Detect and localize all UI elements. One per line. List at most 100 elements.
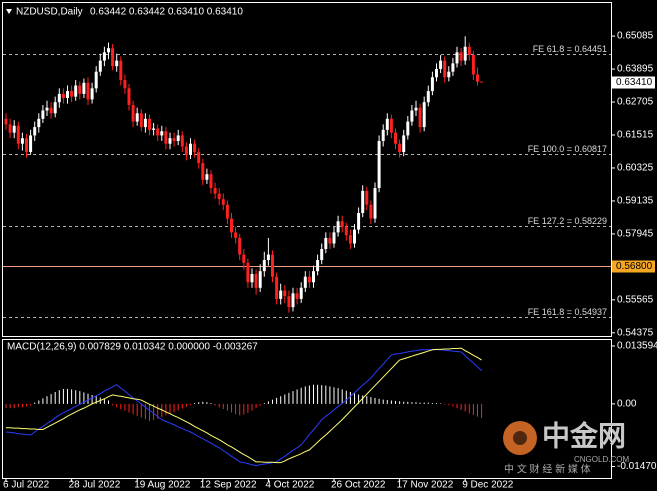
histogram-bar	[407, 401, 409, 404]
candle-body	[33, 127, 37, 136]
candle-body	[135, 113, 139, 122]
macd-line	[5, 349, 482, 467]
candle-body	[176, 135, 180, 141]
candle-body	[94, 71, 98, 89]
macd-title: MACD(12,26,9) 0.007829 0.010342 0.000000…	[7, 342, 258, 353]
candle-body	[369, 204, 373, 219]
candle-body	[201, 163, 205, 180]
candle-body	[111, 48, 115, 67]
price-tag	[612, 260, 655, 273]
histogram-bar	[67, 388, 68, 404]
histogram-bar	[165, 403, 167, 416]
histogram-bar	[337, 388, 339, 404]
histogram-bar	[153, 403, 155, 421]
histogram-bar	[267, 401, 269, 404]
histogram-bar	[5, 403, 7, 409]
x-tick-label: 17 Nov 2022	[397, 480, 454, 491]
histogram-bar	[185, 403, 187, 407]
candle-body	[385, 118, 389, 130]
histogram-bar	[79, 391, 81, 404]
candle-body	[205, 174, 209, 180]
histogram-bar	[83, 392, 85, 404]
histogram-bar	[415, 402, 417, 404]
candle-body	[131, 104, 135, 122]
candle-body	[152, 128, 156, 130]
histogram-bar	[255, 403, 257, 409]
x-tick-label: 28 Jul 2022	[69, 480, 121, 491]
candle-body	[246, 262, 250, 283]
candle-body	[439, 60, 443, 69]
histogram-bar	[136, 403, 138, 416]
candle-body	[398, 143, 402, 153]
price-tag-label: 0.56800	[616, 261, 653, 272]
candle-body	[45, 107, 49, 111]
candle-body	[344, 226, 348, 236]
histogram-bar	[210, 403, 212, 404]
y-tick-label: -0.014703	[617, 461, 657, 472]
histogram-bar	[231, 403, 232, 413]
y-tick-label: 0.62705	[617, 97, 654, 108]
histogram-bar	[239, 403, 241, 416]
histogram-bar	[251, 403, 253, 411]
histogram-bar	[103, 398, 105, 404]
level-label: FE 61.8 = 0.64451	[533, 44, 607, 54]
histogram-bar	[292, 391, 294, 404]
candle-body	[254, 273, 258, 288]
histogram-bar	[419, 402, 421, 404]
histogram-bar	[263, 403, 265, 404]
candle-body	[12, 125, 16, 133]
histogram-bar	[288, 392, 290, 404]
histogram-bar	[366, 396, 368, 404]
histogram-bar	[354, 393, 355, 404]
histogram-bar	[17, 403, 19, 408]
histogram-bar	[173, 403, 175, 412]
candle-body	[435, 68, 438, 78]
histogram-bar	[128, 403, 130, 413]
histogram-bar	[472, 403, 474, 415]
candle-body	[37, 118, 41, 128]
histogram-bar	[149, 403, 150, 421]
histogram-bar	[206, 402, 208, 404]
candle-body	[160, 131, 164, 136]
candle-body	[410, 110, 414, 122]
candle-body	[271, 254, 274, 277]
candle-body	[57, 93, 61, 103]
histogram-bar	[259, 403, 261, 406]
candle-body	[20, 138, 24, 144]
candle-body	[365, 190, 369, 205]
histogram-bar	[444, 403, 446, 405]
candle-body	[123, 80, 127, 89]
histogram-bar	[144, 403, 146, 420]
last-price-tag	[612, 76, 655, 89]
symbol-title: NZDUSD,Daily	[16, 7, 83, 18]
y-tick-label: 0.63895	[617, 64, 654, 75]
candle-body	[119, 60, 123, 81]
histogram-bar	[456, 403, 458, 409]
histogram-bar	[169, 403, 171, 414]
histogram-bar	[358, 394, 360, 404]
candle-body	[340, 221, 344, 227]
histogram-bar	[202, 401, 204, 404]
candle-body	[422, 102, 426, 128]
candle-body	[353, 229, 356, 244]
candle-body	[262, 260, 266, 272]
candle-body	[49, 107, 53, 114]
x-tick-label: 9 Dec 2022	[462, 480, 514, 491]
histogram-bar	[329, 386, 331, 404]
candle-body	[16, 125, 20, 144]
candle-body	[189, 143, 192, 155]
histogram-bar	[226, 403, 228, 411]
candle-body	[250, 273, 254, 283]
histogram-bar	[317, 384, 319, 404]
candle-body	[394, 132, 397, 144]
histogram-bar	[247, 403, 249, 413]
histogram-bar	[214, 403, 216, 406]
histogram-bar	[431, 403, 433, 404]
histogram-bar	[436, 403, 437, 404]
ohlc-header: 0.63442 0.63442 0.63410 0.63410	[90, 7, 243, 18]
histogram-bar	[362, 395, 364, 404]
histogram-bar	[75, 390, 77, 404]
candle-body	[426, 91, 430, 103]
